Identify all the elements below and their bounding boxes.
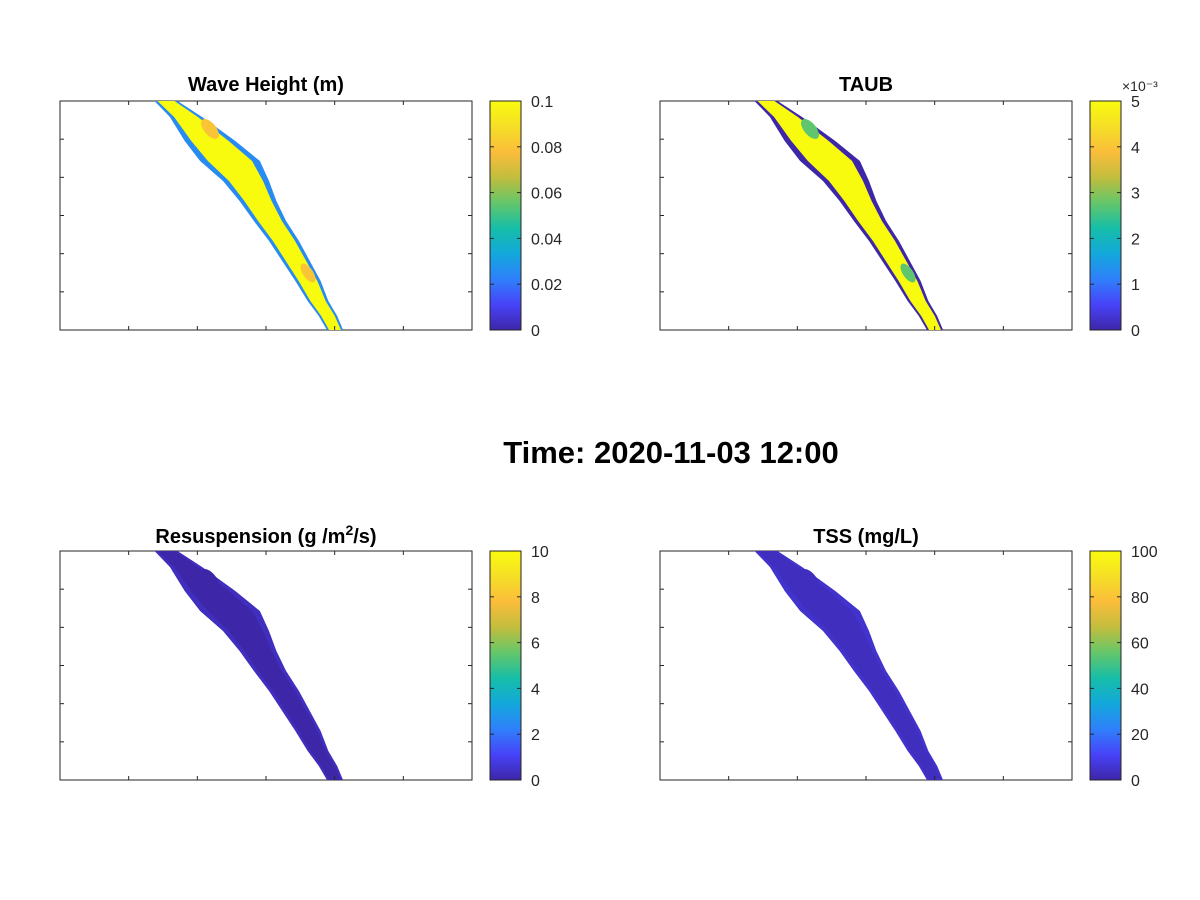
panel-tss: TSS (mg/L) 0 20 40 60 80 100: [659, 526, 1158, 790]
panel-title: Resuspension (g /m2/s): [155, 522, 376, 548]
colorbar-tick-label: 0.1: [531, 94, 553, 111]
colorbar-tick-label: 0: [1131, 323, 1140, 340]
axis-ticks: [659, 100, 1073, 331]
axis-ticks: [659, 550, 1073, 781]
water-body-interior: [157, 551, 341, 780]
colorbar-tick-label: 0: [531, 323, 540, 340]
axis-ticks: [59, 550, 473, 781]
colorbar-tick-label: 0: [1131, 773, 1140, 790]
colorbar-exponent: ×10⁻³: [1122, 78, 1158, 94]
field-accent: [801, 569, 819, 589]
colorbar-ticks: 0 1 2 3 4 5: [1090, 94, 1140, 340]
colorbar-tick-label: 20: [1131, 727, 1149, 744]
field-accent: [900, 263, 916, 283]
colorbar-tick-label: 2: [531, 727, 540, 744]
axis-ticks: [59, 100, 473, 331]
panel-resuspension: Resuspension (g /m2/s) 0 2 4 6 8 10: [59, 522, 549, 790]
field-accent: [801, 119, 819, 139]
colorbar-tick-label: 5: [1131, 94, 1140, 111]
field-accent: [300, 263, 316, 283]
colorbar-tick-label: 60: [1131, 636, 1149, 653]
water-body-interior: [757, 551, 941, 780]
water-body-interior: [157, 101, 341, 330]
field-accent: [201, 119, 219, 139]
colorbar-ticks: 0 20 40 60 80 100: [1090, 544, 1158, 790]
colorbar: 0 0.02 0.04 0.06 0.08 0.1: [489, 94, 562, 340]
colorbar-ticks: 0 2 4 6 8 10: [490, 544, 549, 790]
colorbar: 0 20 40 60 80 100: [1089, 544, 1158, 790]
panel-title: TAUB: [839, 74, 893, 96]
colorbar-tick-label: 80: [1131, 590, 1149, 607]
colorbar-tick-label: 6: [531, 636, 540, 653]
colorbar-gradient: [1089, 550, 1122, 781]
colorbar: 0 1 2 3 4 5 ×10⁻³: [1089, 78, 1158, 340]
water-body-interior: [757, 101, 941, 330]
colorbar-tick-label: 1: [1131, 277, 1140, 294]
colorbar-tick-label: 3: [1131, 186, 1140, 203]
panel-taub: TAUB 0 1 2 3 4 5 ×10⁻³: [659, 74, 1158, 340]
colorbar-gradient: [489, 100, 522, 331]
colorbar: 0 2 4 6 8 10: [489, 544, 549, 790]
panel-wave-height: Wave Height (m) 0 0.02 0.04 0.06 0.08 0.1: [59, 74, 562, 340]
panel-title: Wave Height (m): [188, 74, 344, 96]
colorbar-tick-label: 0: [531, 773, 540, 790]
colorbar-tick-label: 10: [531, 544, 549, 561]
colorbar-tick-label: 0.08: [531, 140, 562, 157]
water-body-field: [154, 101, 344, 330]
water-body-field: [754, 101, 944, 330]
colorbar-gradient: [489, 550, 522, 781]
colorbar-tick-label: 4: [1131, 140, 1140, 157]
field-accent: [900, 713, 916, 733]
colorbar-tick-label: 0.04: [531, 231, 562, 248]
water-body-field: [754, 551, 944, 780]
colorbar-tick-label: 0.06: [531, 186, 562, 203]
colorbar-tick-label: 0.02: [531, 277, 562, 294]
field-accent: [300, 713, 316, 733]
colorbar-gradient: [1089, 100, 1122, 331]
field-accent: [201, 569, 219, 589]
water-body-field: [154, 551, 344, 780]
colorbar-tick-label: 8: [531, 590, 540, 607]
colorbar-tick-label: 2: [1131, 231, 1140, 248]
colorbar-tick-label: 100: [1131, 544, 1158, 561]
suptitle-time: Time: 2020-11-03 12:00: [503, 435, 839, 470]
colorbar-tick-label: 4: [531, 681, 540, 698]
colorbar-tick-label: 40: [1131, 681, 1149, 698]
panel-title: TSS (mg/L): [813, 526, 919, 548]
colorbar-ticks: 0 0.02 0.04 0.06 0.08 0.1: [490, 94, 562, 340]
